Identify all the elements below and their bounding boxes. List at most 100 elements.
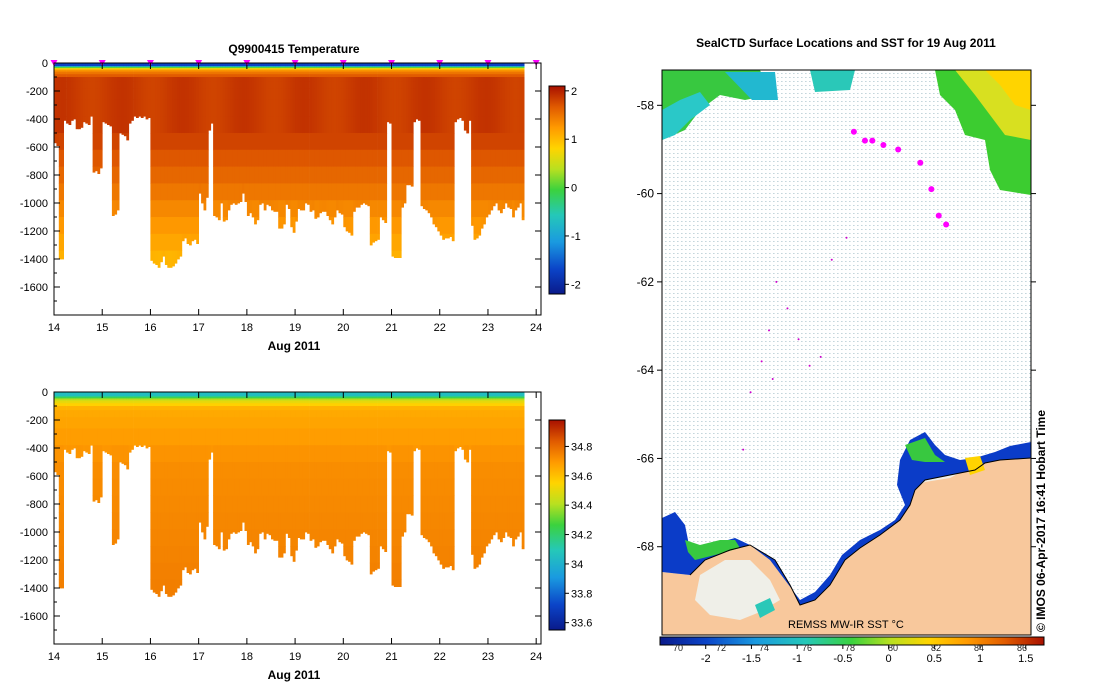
temperature-cell: [111, 183, 115, 201]
salinity-cell: [85, 395, 89, 398]
temperature-cell: [85, 65, 89, 67]
salinity-cell: [150, 410, 154, 418]
salinity-cell: [189, 410, 192, 418]
salinity-cell: [121, 417, 125, 429]
salinity-cell: [140, 396, 144, 399]
temperature-cell: [239, 81, 243, 89]
temperature-cell: [447, 149, 450, 167]
temperature-cell: [193, 149, 197, 167]
temperature-cell: [220, 81, 224, 89]
temperature-cell: [82, 67, 86, 70]
temperature-cell: [82, 66, 86, 68]
temperature-cell: [461, 63, 465, 66]
salinity-cell: [150, 462, 154, 480]
temperature-cell: [174, 116, 178, 134]
temperature-cell: [420, 66, 424, 68]
temperature-cell: [208, 81, 212, 89]
temperature-cell: [232, 63, 236, 66]
temperature-cell: [186, 183, 190, 201]
temperature-cell: [490, 67, 494, 70]
temperature-cell: [485, 88, 489, 100]
temperature-cell: [326, 66, 330, 69]
temperature-cell: [408, 74, 412, 78]
temperature-cell: [157, 166, 161, 184]
temperature-cell: [198, 65, 202, 67]
temperature-cell: [280, 88, 284, 100]
temperature-cell: [278, 66, 281, 69]
temperature-cell: [398, 183, 402, 201]
temperature-cell: [403, 166, 407, 184]
temperature-cell: [454, 81, 457, 89]
temperature-cell: [280, 166, 284, 184]
temperature-cell: [104, 70, 108, 73]
temperature-cell: [326, 166, 330, 184]
temperature-cell: [348, 66, 351, 68]
temperature-cell: [201, 68, 204, 71]
temperature-cell: [338, 133, 342, 151]
salinity-cell: [172, 406, 175, 411]
temperature-cell: [292, 200, 296, 218]
temperature-cell: [227, 166, 231, 184]
temperature-cell: [374, 65, 378, 67]
temperature-cell: [304, 65, 308, 67]
temperature-cell: [68, 116, 72, 125]
temperature-cell: [242, 66, 245, 68]
temperature-cell: [222, 217, 226, 222]
salinity-cell: [126, 399, 130, 402]
temperature-cell: [365, 68, 368, 71]
temperature-cell: [92, 68, 96, 71]
temperature-cell: [333, 183, 337, 201]
temperature-cell: [304, 68, 308, 71]
temperature-cell: [254, 81, 257, 89]
temperature-cell: [292, 74, 296, 78]
temperature-cell: [75, 70, 79, 73]
temperature-cell: [164, 88, 168, 100]
temperature-cell: [345, 66, 349, 69]
temperature-cell: [434, 133, 438, 151]
temperature-cell: [157, 74, 161, 78]
temperature-cell: [502, 72, 506, 75]
temperature-cell: [415, 81, 419, 89]
temperature-cell: [80, 72, 84, 75]
salinity-cell: [210, 410, 214, 418]
temperature-cell: [184, 68, 187, 71]
temperature-cell: [169, 149, 173, 167]
temperature-cell: [92, 88, 96, 100]
temperature-cell: [290, 63, 294, 66]
temperature-cell: [427, 166, 431, 184]
temperature-cell: [63, 66, 67, 69]
salinity-cell: [119, 445, 122, 463]
temperature-cell: [73, 116, 77, 120]
temperature-cell: [367, 116, 371, 134]
temperature-cell: [447, 99, 450, 117]
temperature-cell: [268, 166, 272, 184]
temperature-cell: [227, 116, 231, 134]
temperature-cell: [73, 72, 77, 75]
temperature-cell: [483, 67, 486, 70]
temperature-cell: [391, 133, 395, 151]
temperature-cell: [507, 99, 510, 117]
temperature-cell: [280, 200, 284, 218]
temperature-cell: [444, 166, 448, 184]
temperature-cell: [249, 72, 253, 75]
salinity-cell: [191, 403, 195, 407]
temperature-cell: [61, 133, 64, 151]
temperature-cell: [80, 99, 84, 117]
temperature-cell: [150, 99, 154, 117]
temperature-cell: [447, 72, 450, 75]
salinity-cell: [136, 397, 139, 400]
salinity-cell: [189, 478, 192, 496]
salinity-cell: [82, 445, 86, 452]
salinity-cell: [121, 394, 125, 396]
temperature-cell: [85, 77, 89, 82]
temperature-cell: [92, 74, 96, 78]
temperature-cell: [193, 99, 197, 117]
temperature-cell: [104, 63, 108, 66]
temperature-cell: [488, 81, 491, 89]
salinity-cell: [97, 392, 101, 395]
temperature-cell: [242, 116, 245, 134]
temperature-cell: [295, 63, 298, 66]
temperature-cell: [208, 88, 212, 100]
temperature-cell: [466, 65, 470, 67]
salinity-cell: [54, 399, 57, 402]
